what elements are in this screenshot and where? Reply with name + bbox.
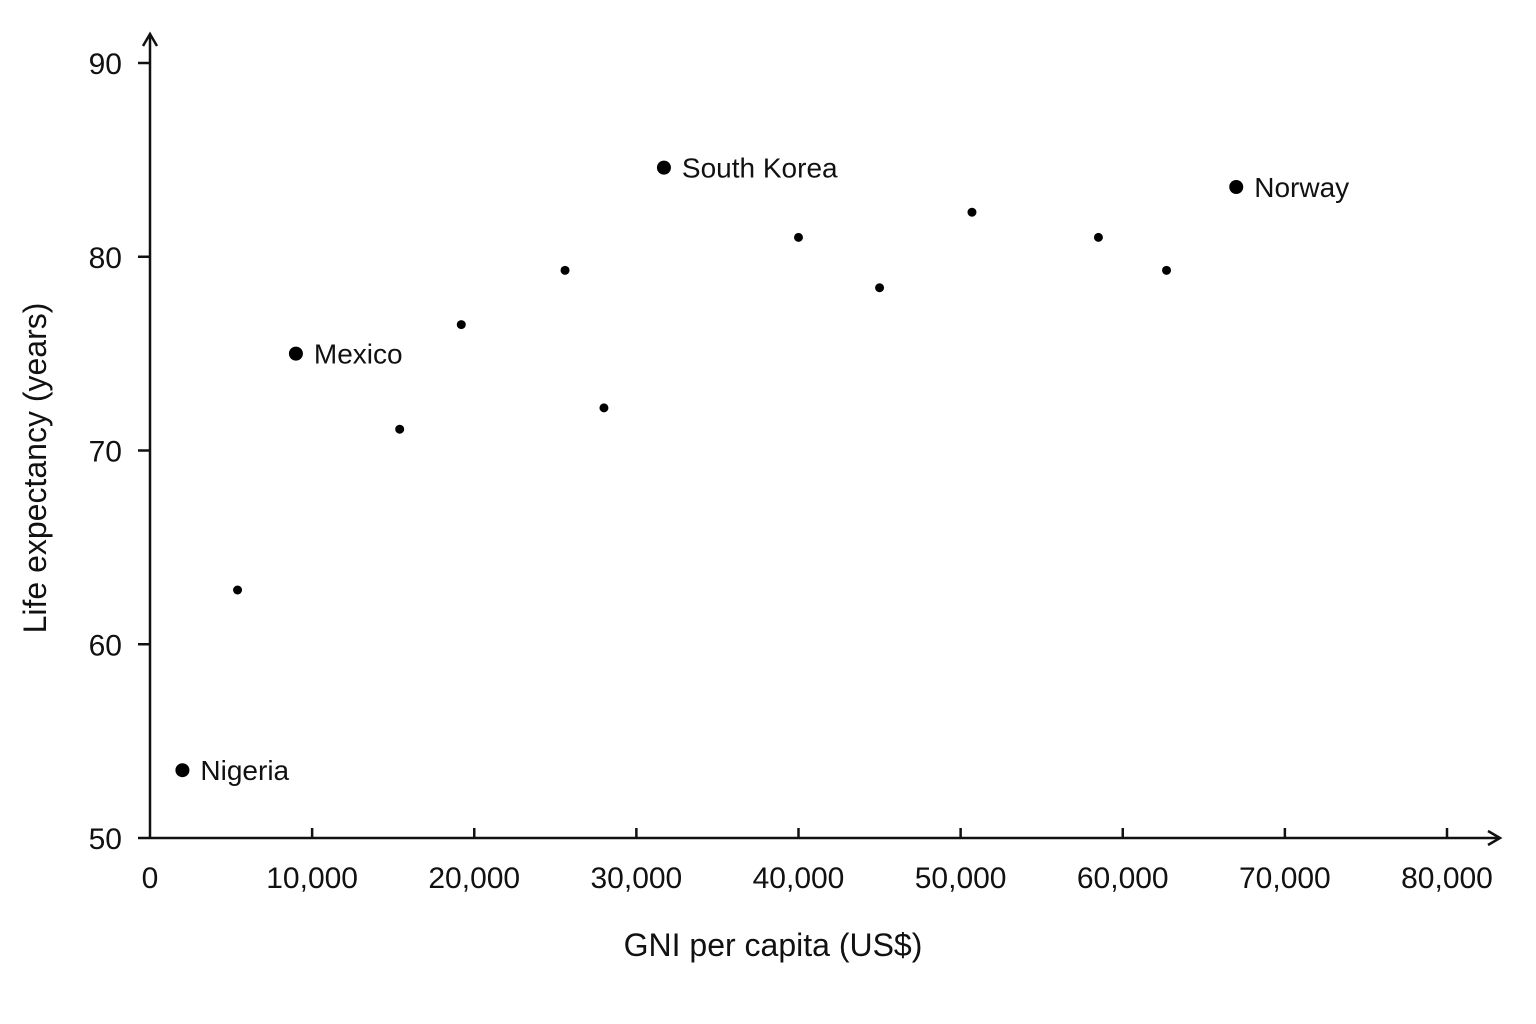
data-point: [395, 424, 405, 434]
x-axis-title: GNI per capita (US$): [624, 927, 923, 963]
x-axis: [150, 829, 1503, 847]
data-point: [288, 346, 303, 361]
y-axis-arrow: [141, 31, 159, 47]
data-point: [456, 320, 466, 330]
x-tick-label: 20,000: [428, 862, 520, 895]
data-points: Nigeria Mexico South Korea Norway: [175, 153, 1349, 786]
data-point: [875, 283, 885, 293]
x-tick-label: 70,000: [1239, 862, 1331, 895]
data-point: [560, 265, 570, 275]
y-tick-label: 90: [89, 48, 122, 81]
point-label: Nigeria: [200, 755, 289, 786]
x-ticks: 0 10,000 20,000 30,000 40,000 50,000 60,000 70,…: [142, 828, 1493, 895]
y-axis-title: Life expectancy (years): [17, 303, 53, 634]
x-tick-label: 60,000: [1077, 862, 1169, 895]
x-axis-arrow: [1487, 829, 1503, 847]
data-point: [175, 763, 190, 778]
x-tick-label: 10,000: [266, 862, 358, 895]
y-tick-label: 60: [89, 629, 122, 662]
y-tick-label: 70: [89, 436, 122, 469]
x-tick-label: 50,000: [915, 862, 1007, 895]
data-point: [794, 232, 803, 242]
x-tick-label: 80,000: [1401, 862, 1493, 895]
data-point: [233, 585, 243, 595]
point-label: Mexico: [314, 339, 403, 370]
x-tick-label: 0: [142, 862, 159, 895]
data-point: [1093, 232, 1103, 242]
point-label: South Korea: [682, 153, 838, 184]
x-tick-label: 40,000: [753, 862, 845, 895]
data-point: [1162, 265, 1172, 275]
data-point: [656, 160, 671, 175]
y-axis: [141, 31, 159, 838]
y-tick-label: 50: [89, 823, 122, 856]
data-point: [1229, 180, 1244, 194]
y-ticks: 50 60 70 80 90: [89, 48, 150, 856]
y-tick-label: 80: [89, 242, 122, 275]
point-label: Norway: [1254, 172, 1349, 203]
x-tick-label: 30,000: [590, 862, 682, 895]
data-point: [599, 403, 609, 413]
data-point: [967, 207, 977, 217]
